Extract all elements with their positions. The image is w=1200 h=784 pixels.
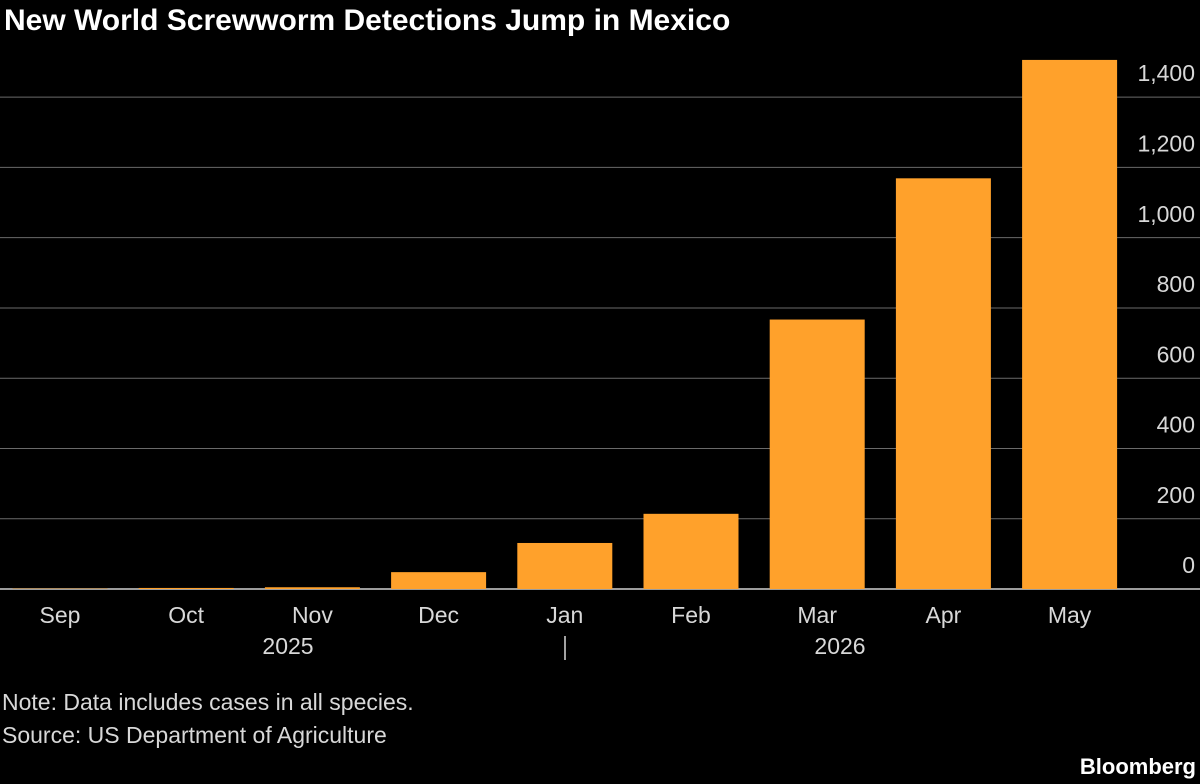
x-tick-label: Dec: [418, 602, 459, 628]
x-tick-label: May: [1048, 602, 1092, 628]
x-tick-label: Feb: [671, 602, 711, 628]
x-tick-label: Jan: [546, 602, 583, 628]
bar: [391, 572, 487, 589]
bar: [895, 178, 991, 590]
y-tick-label: 1,200: [1137, 130, 1195, 156]
bar: [517, 542, 613, 589]
y-tick-label: 1,400: [1137, 60, 1195, 86]
x-tick-label: Mar: [797, 602, 837, 628]
bar: [264, 587, 360, 589]
x-tick-label: Oct: [168, 602, 204, 628]
note: Note: Data includes cases in all species…: [2, 689, 414, 715]
bar: [769, 319, 865, 589]
brand: Bloomberg: [1080, 754, 1196, 779]
bar: [138, 587, 234, 589]
year-label: 2025: [262, 633, 313, 659]
y-tick-label: 1,000: [1137, 201, 1195, 227]
x-tick-label: Nov: [292, 602, 333, 628]
y-tick-label: 800: [1157, 271, 1195, 297]
y-tick-label: 200: [1157, 482, 1195, 508]
x-tick-label: Apr: [926, 602, 962, 628]
year-label: 2026: [814, 633, 865, 659]
bar: [643, 513, 739, 589]
source: Source: US Department of Agriculture: [2, 722, 387, 748]
bar: [1022, 59, 1118, 590]
y-tick-label: 400: [1157, 412, 1195, 438]
y-tick-label: 0: [1182, 552, 1195, 578]
x-tick-label: Sep: [40, 602, 81, 628]
y-tick-label: 600: [1157, 341, 1195, 367]
chart-title: New World Screwworm Detections Jump in M…: [4, 4, 730, 37]
